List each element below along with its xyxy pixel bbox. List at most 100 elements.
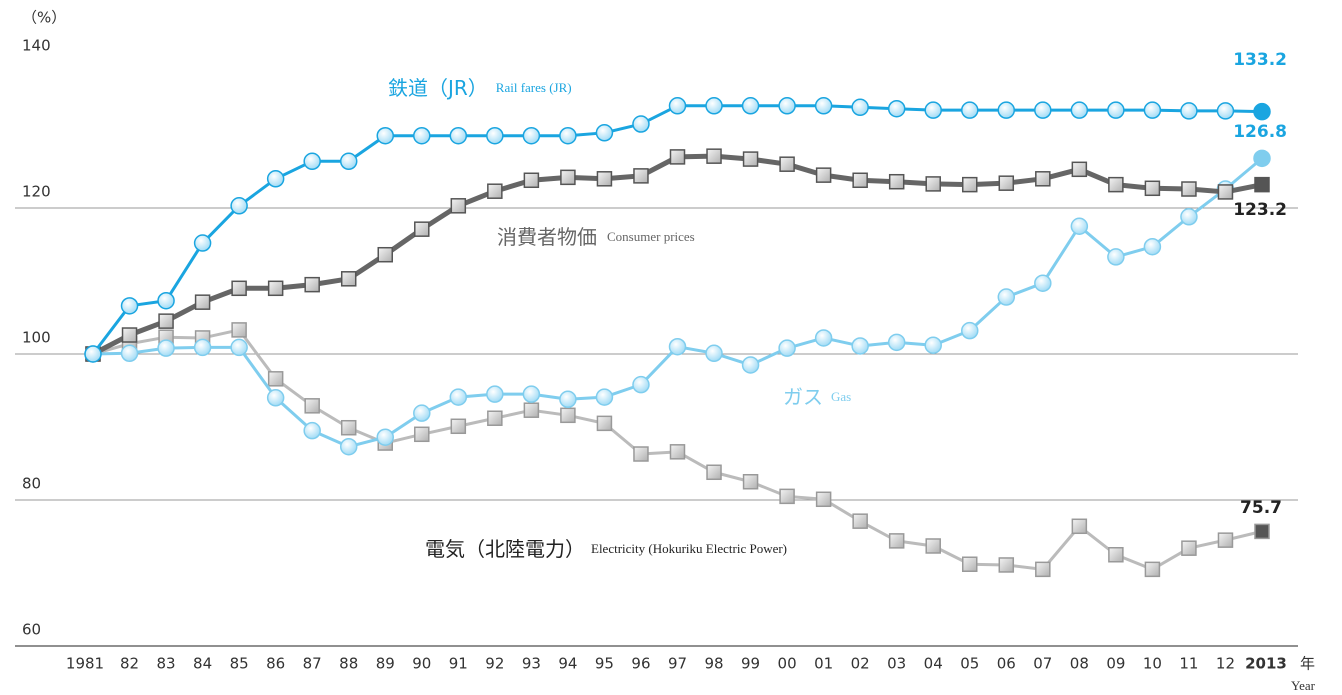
point xyxy=(1180,208,1198,226)
point xyxy=(449,126,468,145)
point xyxy=(304,276,320,293)
point xyxy=(815,491,832,508)
point xyxy=(231,322,247,338)
x-tick-label: 97 xyxy=(668,655,687,673)
x-tick-label: 11 xyxy=(1179,655,1198,673)
series-name-en: Electricity (Hokuriku Electric Power) xyxy=(591,541,787,556)
point xyxy=(560,169,576,186)
point xyxy=(376,126,394,145)
point xyxy=(413,404,431,422)
point xyxy=(924,101,942,119)
x-axis-label: 年 xyxy=(1300,655,1315,673)
point xyxy=(84,345,102,363)
x-tick-label: 10 xyxy=(1143,655,1162,673)
value-label: 123.2 xyxy=(1233,200,1287,220)
point xyxy=(1070,101,1089,119)
point xyxy=(413,126,431,145)
point xyxy=(487,183,503,199)
series-label: 鉄道（JR） Rail fares (JR) xyxy=(388,76,572,100)
x-tick-label: 85 xyxy=(230,655,249,673)
point xyxy=(267,280,284,297)
x-tick-label: 82 xyxy=(120,655,139,673)
point xyxy=(340,419,357,436)
point xyxy=(157,291,175,310)
point xyxy=(997,288,1016,306)
point xyxy=(779,488,795,505)
point xyxy=(633,168,649,184)
point xyxy=(304,398,320,414)
point xyxy=(414,221,430,237)
x-tick-label: 96 xyxy=(631,655,650,673)
point xyxy=(887,333,906,352)
x-tick-label: 88 xyxy=(339,655,358,673)
point xyxy=(669,444,686,460)
point xyxy=(741,356,760,374)
x-tick-label: 99 xyxy=(741,655,760,673)
point xyxy=(705,97,723,115)
point xyxy=(632,375,650,394)
point xyxy=(852,172,868,189)
point xyxy=(1253,102,1271,121)
series-name-en: Gas xyxy=(831,389,851,404)
point xyxy=(1035,561,1051,578)
point xyxy=(925,176,941,192)
point xyxy=(778,97,796,115)
series-line xyxy=(92,157,1263,449)
point xyxy=(668,337,687,356)
point xyxy=(523,172,540,189)
point xyxy=(266,170,285,188)
point xyxy=(449,388,468,406)
x-tick-label: 00 xyxy=(778,655,797,673)
point xyxy=(1144,180,1161,197)
series-label: 消費者物価 Consumer prices xyxy=(497,225,695,249)
point xyxy=(158,313,174,329)
point xyxy=(1253,149,1271,168)
value-label: 133.2 xyxy=(1233,50,1287,70)
point xyxy=(560,407,576,424)
point xyxy=(1108,176,1124,193)
point xyxy=(340,271,357,287)
point xyxy=(1217,532,1234,548)
x-tick-label: 04 xyxy=(924,655,943,673)
point xyxy=(962,556,978,572)
point xyxy=(230,338,248,357)
x-tick-label: 01 xyxy=(814,655,833,673)
y-tick-label: 60 xyxy=(22,621,41,639)
y-tick-label: 120 xyxy=(22,183,51,201)
point xyxy=(1071,161,1088,178)
point xyxy=(1107,248,1125,266)
point xyxy=(961,321,979,340)
x-tick-label: 98 xyxy=(704,655,723,673)
series-name: 消費者物価 xyxy=(497,225,597,249)
point xyxy=(194,294,211,310)
point xyxy=(230,197,248,215)
point xyxy=(888,173,905,190)
point xyxy=(414,426,430,443)
point xyxy=(450,418,467,435)
point xyxy=(559,126,577,145)
point xyxy=(1143,237,1162,256)
x-tick-label: 87 xyxy=(303,655,322,673)
x-tick-label: 95 xyxy=(595,655,614,673)
point xyxy=(120,344,139,363)
point xyxy=(814,97,833,115)
x-tick-label: 2013 xyxy=(1245,655,1287,673)
x-tick-label: 93 xyxy=(522,655,541,673)
point xyxy=(193,338,212,357)
x-tick-label: 94 xyxy=(558,655,577,673)
point xyxy=(632,115,650,133)
point xyxy=(1108,547,1124,563)
point xyxy=(266,389,285,407)
y-tick-label: 140 xyxy=(22,37,51,55)
point xyxy=(1035,171,1051,187)
point xyxy=(339,152,358,171)
point xyxy=(1216,102,1235,120)
point xyxy=(924,336,942,354)
point xyxy=(303,152,321,171)
point xyxy=(1107,101,1125,119)
point xyxy=(1254,176,1270,193)
point xyxy=(669,149,686,165)
point xyxy=(487,410,503,426)
point xyxy=(706,148,722,164)
point xyxy=(193,234,212,252)
